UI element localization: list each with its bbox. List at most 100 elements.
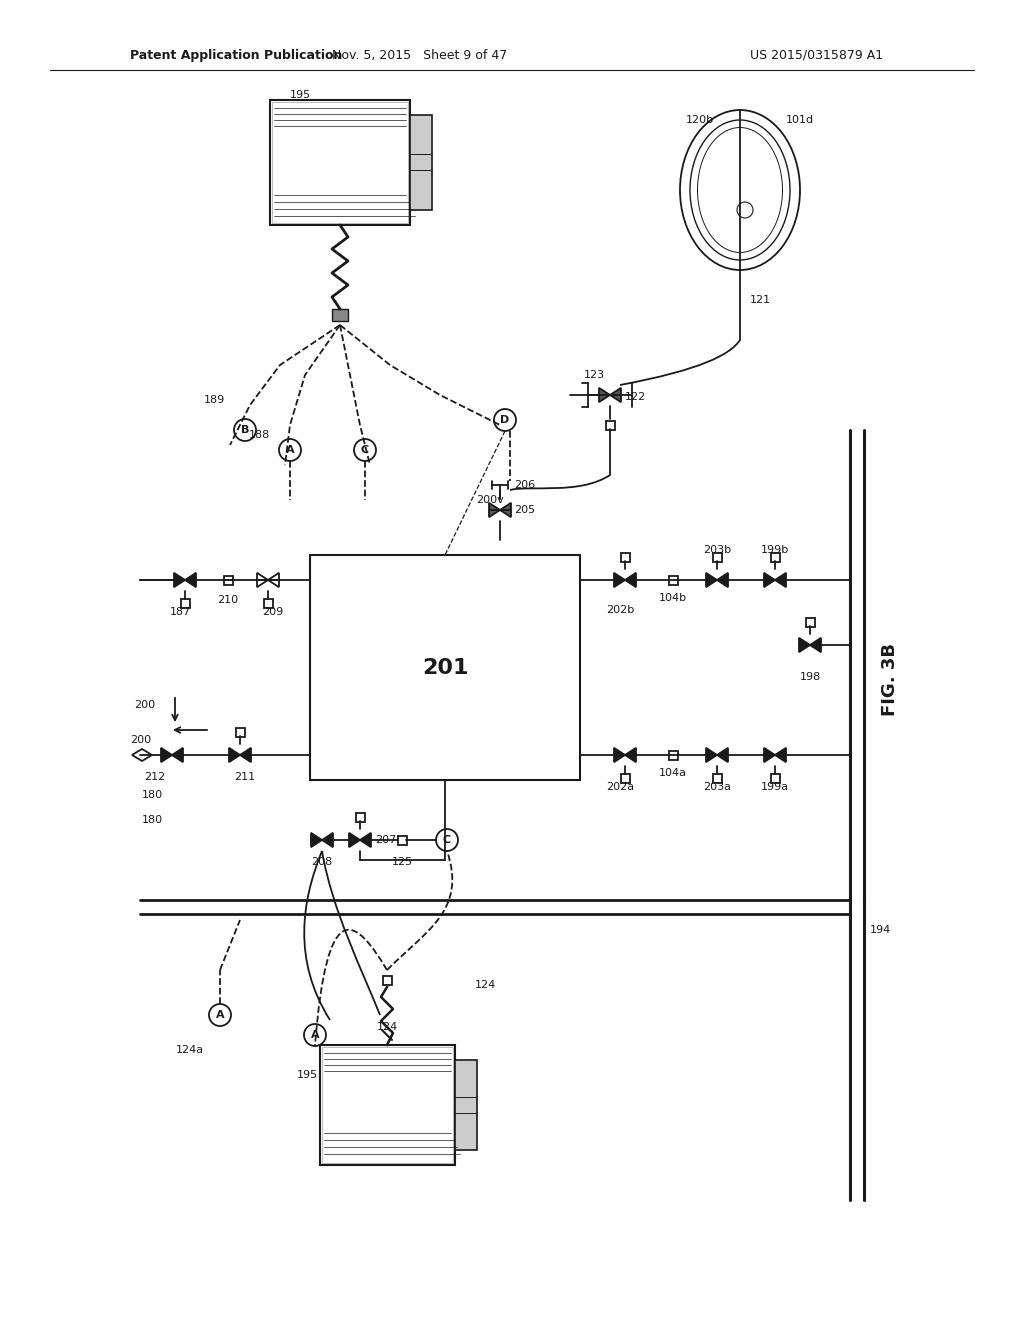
Text: 210: 210 [217, 595, 239, 605]
Circle shape [737, 202, 753, 218]
Polygon shape [717, 573, 728, 587]
Bar [223, 576, 232, 585]
Bar [410, 115, 432, 210]
Bar [669, 576, 678, 585]
Polygon shape [706, 748, 717, 762]
Polygon shape [349, 833, 360, 847]
Text: 209: 209 [262, 607, 284, 616]
Polygon shape [257, 573, 268, 587]
Text: 187: 187 [169, 607, 190, 616]
Bar [455, 1060, 477, 1150]
Text: 120b: 120b [686, 115, 714, 125]
Bar [272, 102, 408, 223]
Text: 211: 211 [234, 772, 256, 781]
Text: US 2015/0315879 A1: US 2015/0315879 A1 [750, 49, 883, 62]
Text: 189: 189 [204, 395, 225, 405]
Text: 122: 122 [625, 392, 646, 403]
Polygon shape [360, 833, 371, 847]
Bar [397, 836, 407, 845]
Text: A: A [216, 1010, 224, 1020]
Text: 202b: 202b [606, 605, 634, 615]
Bar [770, 774, 779, 783]
Bar [332, 309, 348, 321]
Polygon shape [240, 748, 251, 762]
Polygon shape [185, 573, 196, 587]
Polygon shape [322, 833, 333, 847]
Text: 194: 194 [870, 925, 891, 935]
Text: 203b: 203b [702, 545, 731, 554]
Bar [270, 100, 410, 224]
Text: 199b: 199b [761, 545, 790, 554]
Bar [319, 1045, 455, 1166]
Polygon shape [625, 748, 636, 762]
Text: 202a: 202a [606, 781, 634, 792]
Polygon shape [489, 503, 500, 517]
Text: B: B [241, 425, 249, 436]
Bar [355, 813, 365, 821]
Polygon shape [268, 573, 279, 587]
Ellipse shape [697, 128, 782, 252]
Bar [310, 554, 580, 780]
Circle shape [209, 1005, 231, 1026]
Polygon shape [161, 748, 172, 762]
Text: C: C [360, 445, 369, 455]
Polygon shape [775, 748, 786, 762]
Circle shape [304, 1024, 326, 1045]
Text: 212: 212 [144, 772, 166, 781]
Circle shape [436, 829, 458, 851]
Polygon shape [799, 638, 810, 652]
Polygon shape [706, 573, 717, 587]
Polygon shape [174, 573, 185, 587]
Text: 199a: 199a [761, 781, 790, 792]
Polygon shape [172, 748, 183, 762]
Text: 123: 123 [584, 370, 605, 380]
Circle shape [354, 440, 376, 461]
Bar [605, 421, 614, 429]
Text: 200: 200 [130, 735, 152, 744]
Text: 203a: 203a [703, 781, 731, 792]
Text: 124: 124 [377, 1022, 397, 1032]
Polygon shape [229, 748, 240, 762]
Text: 198: 198 [800, 672, 820, 682]
Polygon shape [500, 503, 511, 517]
Bar [621, 553, 630, 561]
Text: 124: 124 [474, 979, 496, 990]
Text: D: D [501, 414, 510, 425]
Text: 200v: 200v [476, 495, 504, 506]
Bar [806, 618, 814, 627]
Text: Nov. 5, 2015   Sheet 9 of 47: Nov. 5, 2015 Sheet 9 of 47 [333, 49, 508, 62]
Bar [713, 553, 722, 561]
Bar [180, 598, 189, 607]
Bar [383, 975, 391, 985]
Text: A: A [310, 1030, 319, 1040]
Polygon shape [614, 573, 625, 587]
Text: 208: 208 [311, 857, 333, 867]
Text: 180: 180 [142, 814, 163, 825]
Text: C: C [443, 836, 451, 845]
Bar [669, 751, 678, 759]
Polygon shape [764, 573, 775, 587]
Text: 121: 121 [750, 294, 771, 305]
Polygon shape [311, 833, 322, 847]
Bar [770, 553, 779, 561]
Text: FIG. 3B: FIG. 3B [881, 644, 899, 717]
Text: A: A [286, 445, 294, 455]
Text: 207: 207 [375, 836, 396, 845]
Text: 101d: 101d [786, 115, 814, 125]
Circle shape [234, 418, 256, 441]
Text: 205: 205 [514, 506, 536, 515]
Text: 180: 180 [142, 789, 163, 800]
Polygon shape [775, 573, 786, 587]
Polygon shape [717, 748, 728, 762]
Text: 195: 195 [290, 90, 311, 100]
Text: 206: 206 [514, 480, 536, 490]
Polygon shape [599, 388, 610, 403]
Text: 124a: 124a [176, 1045, 204, 1055]
Text: 104a: 104a [659, 768, 687, 777]
Text: 104b: 104b [658, 593, 687, 603]
Text: 195: 195 [297, 1071, 318, 1080]
Text: 188: 188 [249, 430, 270, 440]
Polygon shape [625, 573, 636, 587]
Text: 200: 200 [134, 700, 155, 710]
Polygon shape [810, 638, 821, 652]
